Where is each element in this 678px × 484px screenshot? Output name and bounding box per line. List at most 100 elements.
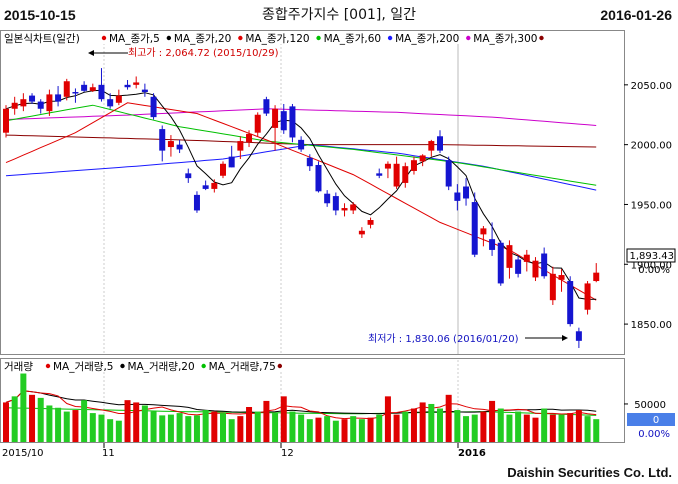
candle-body <box>306 157 313 167</box>
candle-body <box>280 111 287 131</box>
candle-body <box>72 92 79 94</box>
candle-body <box>593 272 600 282</box>
volume-bar <box>497 408 504 442</box>
moving-average-lines <box>5 89 597 301</box>
low-price-label: 최저가 : 1,830.06 (2016/01/20) <box>368 333 519 345</box>
candle-body <box>410 160 417 171</box>
volume-bar <box>289 411 296 442</box>
legend-item: MA_종가,60 <box>324 33 382 45</box>
volume-bar <box>358 419 365 442</box>
candle-body <box>584 283 591 310</box>
volume-bar <box>489 400 496 442</box>
candle-body <box>289 106 296 138</box>
volume-bar <box>150 411 157 442</box>
volume-bar <box>29 394 36 442</box>
legend-item: MA_거래량,5 <box>53 361 114 373</box>
candle-body <box>124 84 131 88</box>
volume-bar <box>410 408 417 442</box>
price-tick-label: 1850.00 <box>631 320 672 331</box>
candle-body <box>332 196 339 211</box>
volume-bar <box>541 408 548 442</box>
volume-bar <box>332 420 339 442</box>
volume-bar <box>515 411 522 442</box>
volume-bar <box>549 414 556 442</box>
high-annotation: 최고가 : 2,064.72 (2015/10/29) <box>88 47 279 59</box>
current-volume-change: 0.00% <box>638 429 670 440</box>
volume-bar <box>37 397 44 442</box>
candle-body <box>3 108 9 133</box>
candle-body <box>202 185 209 189</box>
legend-swatch <box>101 35 107 41</box>
candle-body <box>541 253 548 277</box>
candle-body <box>81 84 88 91</box>
volume-bar <box>324 416 331 442</box>
volume-bar <box>11 396 18 442</box>
volume-bar <box>575 410 582 442</box>
candle-body <box>98 84 105 100</box>
volume-bar <box>523 414 530 442</box>
volume-bar <box>176 413 183 442</box>
end-date: 2016-01-26 <box>600 7 672 23</box>
candle-body <box>376 173 383 176</box>
candle-body <box>419 155 426 162</box>
volume-bar <box>419 402 426 442</box>
legend-item: MA_종가,5 <box>109 33 160 45</box>
candle-body <box>272 108 279 128</box>
candle-body <box>254 114 261 133</box>
x-label-oct: 2015/10 <box>2 448 44 459</box>
volume-bar <box>402 411 409 442</box>
candle-body <box>489 239 496 250</box>
volume-bar <box>185 416 192 442</box>
candle-body <box>324 193 331 204</box>
volume-bar <box>3 402 9 442</box>
current-price-change: 0.00% <box>638 265 670 276</box>
candle-body <box>11 102 18 109</box>
price-axis: 2050.00 2000.00 1950.00 1900.00 1850.00 50000 <box>624 81 672 411</box>
volume-bar <box>107 419 114 442</box>
volume-bar <box>63 411 70 442</box>
candle-body <box>159 129 166 151</box>
legend-swatch <box>316 35 321 41</box>
candle-body <box>471 202 478 255</box>
candle-body <box>237 141 244 151</box>
volume-tick-label: 50000 <box>634 400 666 411</box>
current-price-box: 1,893.43 0.00% <box>626 248 676 276</box>
candle-body <box>176 144 183 150</box>
candle-body <box>384 163 391 169</box>
volume-bar <box>480 411 487 442</box>
volume-bar <box>471 414 478 442</box>
volume-bar <box>133 402 140 442</box>
candle-body <box>115 95 122 103</box>
volume-bar <box>393 414 400 442</box>
volume-bar <box>81 400 88 442</box>
candle-body <box>246 133 253 143</box>
volume-bar <box>237 416 244 442</box>
current-volume-box: 0 0.00% <box>627 413 675 440</box>
candle-body <box>506 245 513 268</box>
volume-bar <box>584 416 591 442</box>
chart-type-label: 일본식차트(일간) <box>4 32 80 45</box>
volume-legend: 거래량 MA_거래량,5 MA_거래량,20 MA_거래량,75 <box>1 359 311 373</box>
candles <box>3 68 600 349</box>
candle-body <box>428 141 435 151</box>
candle-body <box>567 281 574 325</box>
volume-bar <box>376 414 383 442</box>
x-label-2016: 2016 <box>458 448 486 459</box>
ma300-line <box>5 108 597 126</box>
candle-body <box>29 95 36 102</box>
candle-body <box>37 101 44 109</box>
volume-bar <box>532 417 539 442</box>
legend-swatch <box>120 363 125 369</box>
candle-body <box>358 230 365 235</box>
x-label-nov: 11 <box>102 448 115 459</box>
legend-item: MA_거래량,20 <box>128 361 195 373</box>
candle-body <box>63 81 70 97</box>
volume-bar <box>437 408 443 442</box>
candle-body <box>341 208 348 211</box>
legend-swatch <box>201 363 206 369</box>
candle-body <box>454 192 461 201</box>
price-tick-label: 1950.00 <box>631 200 672 211</box>
volume-bar <box>228 419 235 442</box>
volume-bar <box>220 413 226 442</box>
